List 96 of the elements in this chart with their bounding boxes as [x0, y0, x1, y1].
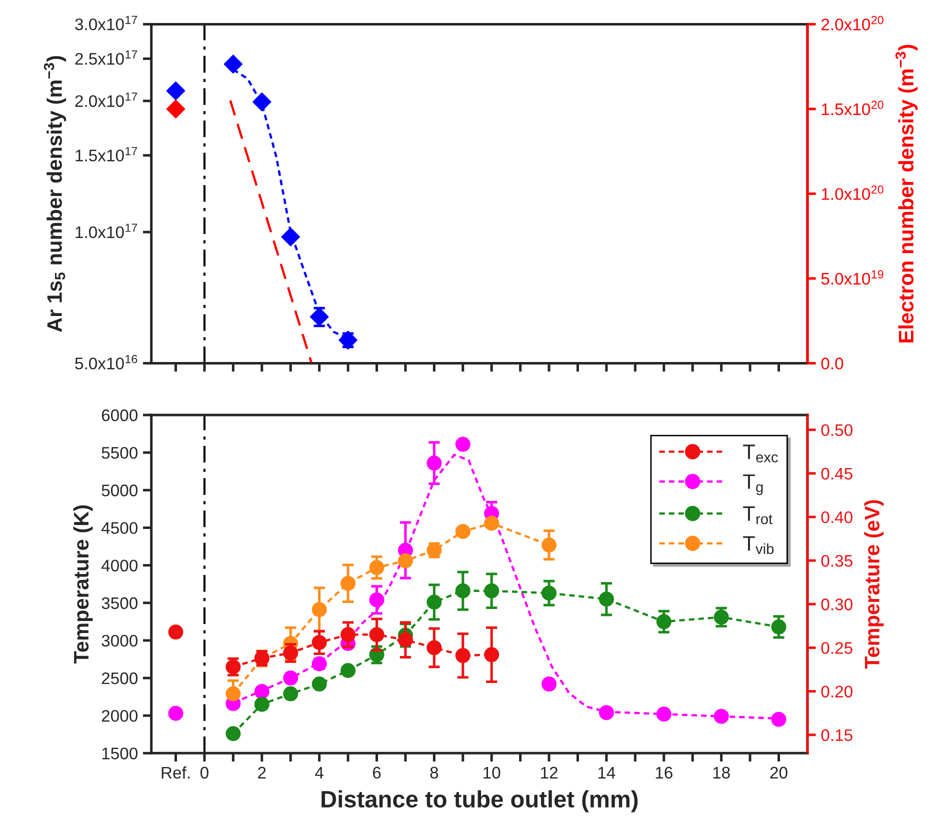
y2-tick-label: 0.45 [821, 468, 852, 480]
y-tick-label: 5.0x10$^{16}$ [75, 354, 138, 370]
y-tick-label: 5000 [102, 484, 138, 496]
point [340, 663, 356, 678]
y2-tick-label: 5.0x10$^{19}$ [821, 270, 884, 285]
y-tick-label: 2.5x10$^{17}$ [75, 50, 138, 65]
y2-tick-label: 0.15 [821, 729, 852, 742]
point [656, 706, 672, 722]
point [426, 640, 442, 656]
point [312, 676, 327, 692]
point [224, 54, 243, 74]
point [542, 676, 557, 692]
point [455, 524, 470, 539]
y2-axis-title: Temperature (eV) [864, 500, 884, 669]
y2-tick-label: 0.25 [821, 642, 852, 654]
point [484, 583, 500, 598]
point [426, 594, 442, 610]
point [281, 227, 300, 246]
y2-tick-label: 1.0x10$^{20}$ [822, 185, 884, 200]
point [252, 92, 272, 112]
x-tick-label: 14 [598, 766, 616, 778]
x-tick-label: Ref. [162, 766, 190, 779]
point [283, 670, 298, 686]
y-tick-label: 3000 [102, 634, 138, 647]
point [283, 686, 298, 702]
point [771, 619, 786, 634]
y-tick-label: 5500 [102, 446, 138, 459]
y-tick-label: 2500 [102, 672, 138, 684]
point [166, 81, 186, 100]
y-tick-label: 4500 [101, 522, 138, 534]
y-axis-title: Temperature (K) [73, 505, 93, 664]
point [369, 560, 384, 576]
point [369, 592, 384, 608]
point [340, 627, 356, 642]
point [598, 592, 614, 607]
x-tick-label: 18 [713, 766, 730, 779]
y2-tick-label: 1.5x10$^{20}$ [822, 100, 884, 116]
x-tick-label: 0 [200, 766, 208, 779]
x-tick-label: 10 [484, 766, 500, 779]
point [398, 553, 413, 568]
y-axis-title: Ar 1s$_{5}$ number density (m$^{−3}$) [44, 56, 66, 332]
x-tick-label: 20 [770, 766, 788, 779]
point [310, 307, 329, 326]
point [484, 516, 500, 531]
point [312, 602, 327, 618]
point [254, 684, 270, 700]
point [598, 705, 614, 720]
y-tick-label: 2.0x10$^{17}$ [75, 92, 138, 107]
y2-axis-title: Electron number density (m$^{−3}$) [895, 44, 918, 342]
y-tick-label: 1.5x10$^{17}$ [76, 147, 138, 162]
legend-label: T$_{exc}$ [743, 444, 778, 462]
y2-tick-label: 0.0 [821, 358, 844, 370]
point [312, 656, 327, 672]
point [226, 686, 241, 702]
y-tick-label: 3500 [102, 597, 138, 610]
x-tick-label: 12 [541, 766, 558, 778]
point [254, 696, 270, 712]
point [340, 576, 356, 591]
point [714, 708, 729, 724]
point [312, 634, 327, 650]
point [226, 726, 241, 742]
y2-tick-label: 0.50 [821, 424, 852, 436]
legend-label: T$_{rot}$ [743, 506, 772, 524]
y-tick-label: 2000 [102, 710, 138, 722]
y2-tick-label: 0.30 [821, 598, 852, 610]
point [168, 706, 184, 721]
x-tick-label: 8 [430, 766, 438, 779]
y-tick-label: 6000 [102, 409, 138, 422]
point [369, 627, 384, 642]
point [398, 632, 413, 648]
point [656, 614, 672, 630]
y-tick-label: 1500 [102, 748, 138, 760]
legend-label: T$_{vib}$ [743, 536, 774, 554]
y2-tick-label: 0.40 [821, 511, 852, 524]
x-tick-label: 6 [372, 766, 381, 779]
y2-tick-label: 0.20 [821, 686, 852, 698]
y-tick-label: 1.0x10$^{17}$ [76, 224, 138, 238]
y2-tick-label: 0.35 [821, 554, 852, 567]
y-tick-label: 3.0x10$^{17}$ [75, 16, 138, 30]
x-tick-label: 4 [315, 766, 324, 778]
y2-tick-label: 2.0x10$^{20}$ [821, 16, 884, 30]
point [455, 583, 470, 598]
x-tick-label: 16 [656, 766, 672, 779]
x-axis-title: Distance to tube outlet (mm) [322, 790, 638, 812]
point [168, 624, 184, 640]
point [714, 610, 729, 625]
point [484, 647, 500, 662]
point [542, 586, 557, 601]
legend-label: T$_{g}$ [743, 474, 763, 496]
point [542, 538, 557, 553]
point [426, 456, 442, 471]
point [771, 712, 786, 727]
y-tick-label: 4000 [101, 560, 138, 572]
point [455, 648, 470, 664]
point [455, 436, 470, 452]
x-tick-label: 2 [258, 766, 266, 778]
